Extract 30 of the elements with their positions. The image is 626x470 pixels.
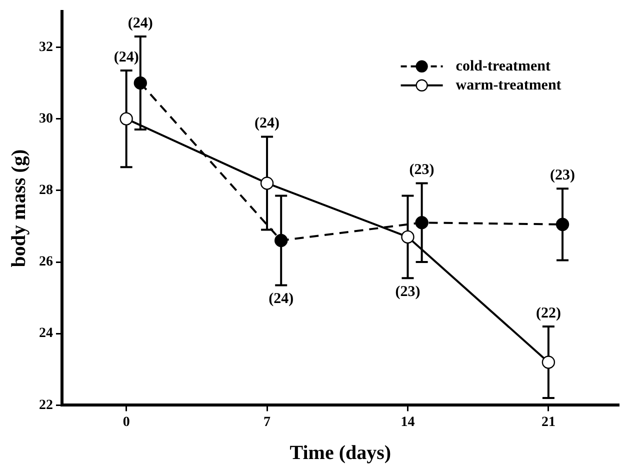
y-tick-label: 30 (39, 111, 53, 126)
annotation: (24) (114, 49, 139, 66)
x-tick-label: 0 (122, 415, 130, 430)
y-tick-label: 28 (39, 183, 53, 198)
legend-label: warm-treatment (456, 77, 562, 94)
point (556, 218, 570, 232)
x-tick-label: 14 (400, 415, 415, 430)
y-tick-label: 24 (39, 326, 53, 342)
legend-label: cold-treatment (456, 58, 550, 74)
annotation: (24) (254, 116, 280, 132)
x-tick-label: 7 (264, 415, 271, 430)
annotation: (23) (409, 162, 434, 178)
annotation: (24) (268, 291, 294, 308)
point (401, 230, 414, 244)
annotation: (22) (536, 305, 561, 322)
annotation: (23) (550, 167, 576, 184)
x-axis-title: Time (days) (290, 442, 392, 464)
y-tick-label: 26 (39, 254, 53, 270)
x-tick-label: 21 (541, 415, 556, 430)
y-tick-label: 22 (39, 398, 53, 413)
annotation: (24) (128, 15, 153, 32)
point (415, 216, 428, 230)
point (542, 356, 556, 369)
point (260, 176, 274, 190)
point (274, 234, 288, 248)
point (120, 112, 133, 126)
y-axis-title: body mass (g) (8, 149, 30, 268)
point (134, 76, 147, 90)
y-tick-label: 32 (39, 40, 53, 55)
annotation: (23) (395, 284, 420, 300)
